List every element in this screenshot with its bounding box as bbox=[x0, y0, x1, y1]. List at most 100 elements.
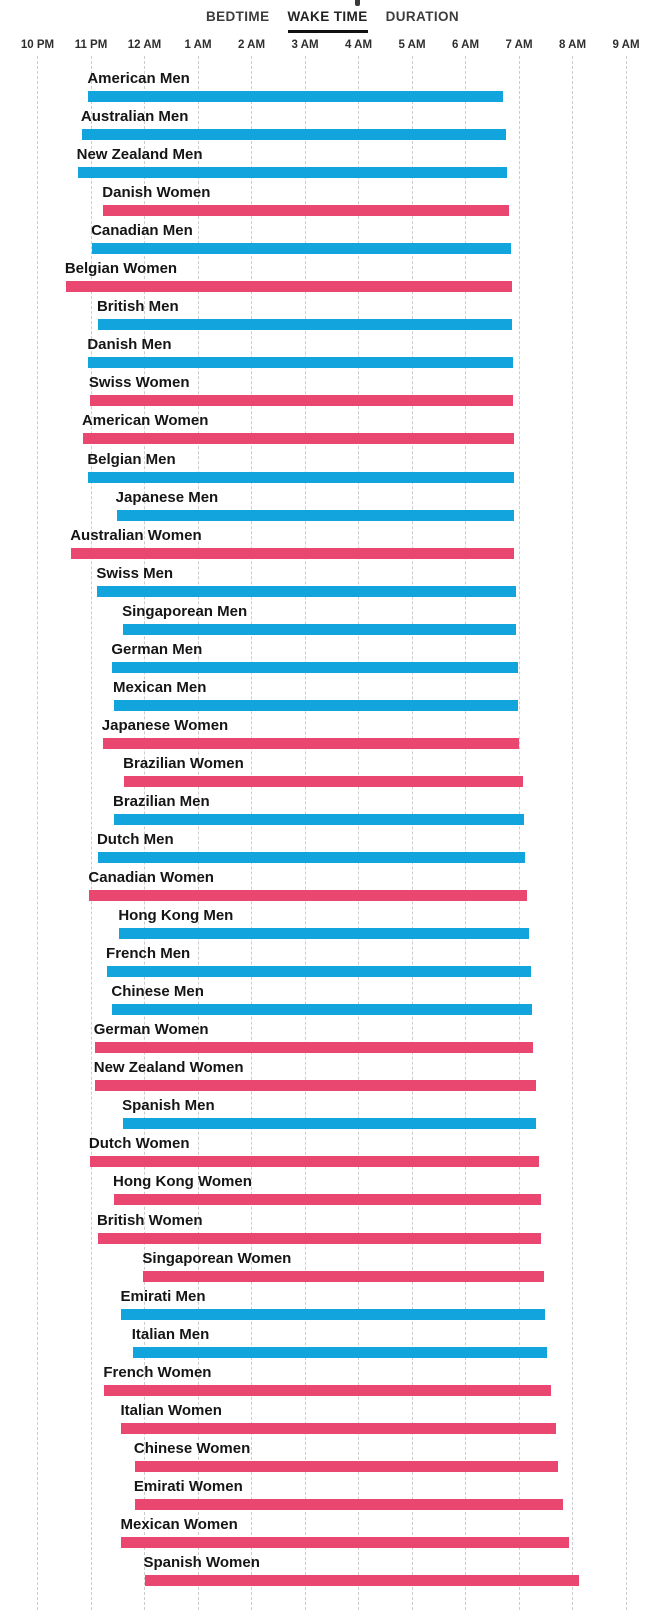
sleep-range-bar bbox=[89, 395, 513, 407]
sleep-range-bar bbox=[89, 890, 528, 902]
sleep-range-bar bbox=[114, 1194, 542, 1206]
axis-tick-label: 4 AM bbox=[344, 39, 373, 51]
country-label: Danish Men bbox=[87, 336, 172, 354]
country-label: Dutch Women bbox=[88, 1135, 190, 1153]
country-label: American Women bbox=[81, 412, 209, 430]
country-label: Japanese Men bbox=[115, 488, 219, 506]
country-label: Chinese Women bbox=[133, 1439, 251, 1457]
sleep-range-bar bbox=[134, 1498, 563, 1510]
gridline bbox=[251, 56, 252, 1610]
tab-duration[interactable]: DURATION bbox=[385, 9, 460, 24]
country-label: Swiss Men bbox=[96, 564, 174, 582]
sleep-range-bar bbox=[88, 357, 513, 369]
sleep-range-bar bbox=[97, 1232, 542, 1244]
country-label: Singaporean Women bbox=[142, 1249, 292, 1267]
view-tabs: BEDTIME WAKE TIME DURATION bbox=[0, 9, 665, 33]
sleep-range-bar bbox=[88, 471, 514, 483]
sleep-range-bar bbox=[112, 661, 518, 673]
sleep-range-bar bbox=[116, 509, 514, 521]
country-label: Italian Women bbox=[120, 1401, 222, 1419]
sleep-range-bar bbox=[77, 167, 508, 179]
sleep-range-bar bbox=[94, 1042, 534, 1054]
sleep-range-bar bbox=[124, 775, 524, 787]
country-label: New Zealand Men bbox=[76, 146, 203, 164]
country-label: Singaporean Men bbox=[122, 602, 248, 620]
country-label: Italian Men bbox=[131, 1325, 210, 1343]
axis-tick-label: 5 AM bbox=[398, 39, 426, 51]
gridline bbox=[465, 56, 466, 1610]
country-label: Canadian Women bbox=[88, 869, 214, 887]
sleep-range-bar bbox=[123, 623, 517, 635]
sleep-range-bar bbox=[97, 852, 526, 863]
sleep-range-bar bbox=[114, 699, 518, 711]
tab-bedtime[interactable]: BEDTIME bbox=[205, 9, 270, 24]
country-label: Belgian Men bbox=[87, 450, 176, 468]
sleep-range-bar bbox=[107, 966, 531, 978]
axis-tick-label: 9 AM bbox=[612, 39, 640, 51]
country-label: Mexican Men bbox=[113, 678, 207, 696]
country-label: Chinese Men bbox=[111, 983, 204, 1001]
sleep-range-bar bbox=[121, 1308, 545, 1320]
country-label: Mexican Women bbox=[120, 1515, 238, 1533]
gridline bbox=[572, 56, 573, 1610]
country-label: Japanese Women bbox=[101, 716, 229, 734]
axis-tick-label: 7 AM bbox=[505, 39, 533, 51]
axis-tick-label: 12 AM bbox=[127, 39, 162, 51]
sleep-range-bar bbox=[119, 928, 529, 940]
country-label: British Women bbox=[96, 1211, 203, 1229]
axis-tick-label: 10 PM bbox=[20, 39, 55, 51]
sleep-range-bar bbox=[144, 1574, 580, 1586]
sleep-range-bar bbox=[134, 1460, 559, 1472]
sleep-range-bar bbox=[94, 1080, 537, 1092]
country-label: Brazilian Men bbox=[113, 792, 210, 810]
country-label: Hong Kong Women bbox=[113, 1173, 252, 1191]
sleep-range-bar bbox=[121, 1422, 557, 1434]
gridline bbox=[90, 56, 92, 1610]
axis-tick-label: 8 AM bbox=[558, 39, 587, 51]
sleep-range-bar bbox=[88, 91, 503, 102]
country-label: Belgian Women bbox=[64, 260, 178, 278]
country-label: German Men bbox=[111, 640, 203, 658]
sleep-range-bar bbox=[121, 1536, 569, 1548]
gridline bbox=[197, 56, 199, 1610]
sleep-range-bar bbox=[143, 1270, 545, 1282]
axis-tick-label: 1 AM bbox=[184, 39, 212, 51]
gridline bbox=[144, 56, 145, 1610]
country-label: French Men bbox=[106, 945, 191, 963]
country-label: Dutch Men bbox=[96, 831, 174, 848]
gridline bbox=[518, 56, 520, 1610]
country-label: British Men bbox=[96, 298, 179, 316]
country-label: French Women bbox=[103, 1363, 212, 1381]
gridline bbox=[411, 56, 413, 1610]
cropped-title-fragment bbox=[355, 0, 360, 6]
axis-tick-label: 3 AM bbox=[291, 39, 319, 51]
country-label: Brazilian Women bbox=[123, 754, 244, 772]
axis-tick-label: 2 AM bbox=[237, 39, 266, 51]
gridline bbox=[625, 56, 627, 1610]
sleep-range-bar bbox=[132, 1346, 548, 1358]
gridline bbox=[37, 56, 38, 1610]
sleep-range-bar bbox=[65, 281, 513, 293]
country-label: Emirati Men bbox=[120, 1287, 206, 1305]
sleep-range-bar bbox=[82, 433, 514, 445]
sleep-range-bar bbox=[92, 243, 511, 255]
tab-wake-time[interactable]: WAKE TIME bbox=[287, 9, 368, 33]
gridline bbox=[358, 56, 359, 1610]
country-label: Swiss Women bbox=[88, 374, 190, 392]
sleep-range-bar bbox=[104, 1384, 552, 1396]
country-label: Danish Women bbox=[102, 184, 211, 202]
sleep-range-bar bbox=[103, 205, 510, 217]
axis-tick-label: 6 AM bbox=[451, 39, 480, 51]
country-label: Australian Women bbox=[70, 526, 202, 544]
axis-tick-label: 11 PM bbox=[74, 39, 108, 51]
country-label: American Men bbox=[87, 70, 190, 87]
country-label: Spanish Women bbox=[143, 1553, 260, 1571]
country-label: Australian Men bbox=[80, 108, 189, 126]
country-label: German Women bbox=[93, 1021, 209, 1039]
sleep-range-bar bbox=[112, 1004, 533, 1016]
gridline bbox=[304, 56, 306, 1610]
sleep-range-bar bbox=[89, 1156, 539, 1168]
sleep-range-bar bbox=[71, 547, 514, 559]
sleep-range-bar bbox=[114, 813, 525, 825]
